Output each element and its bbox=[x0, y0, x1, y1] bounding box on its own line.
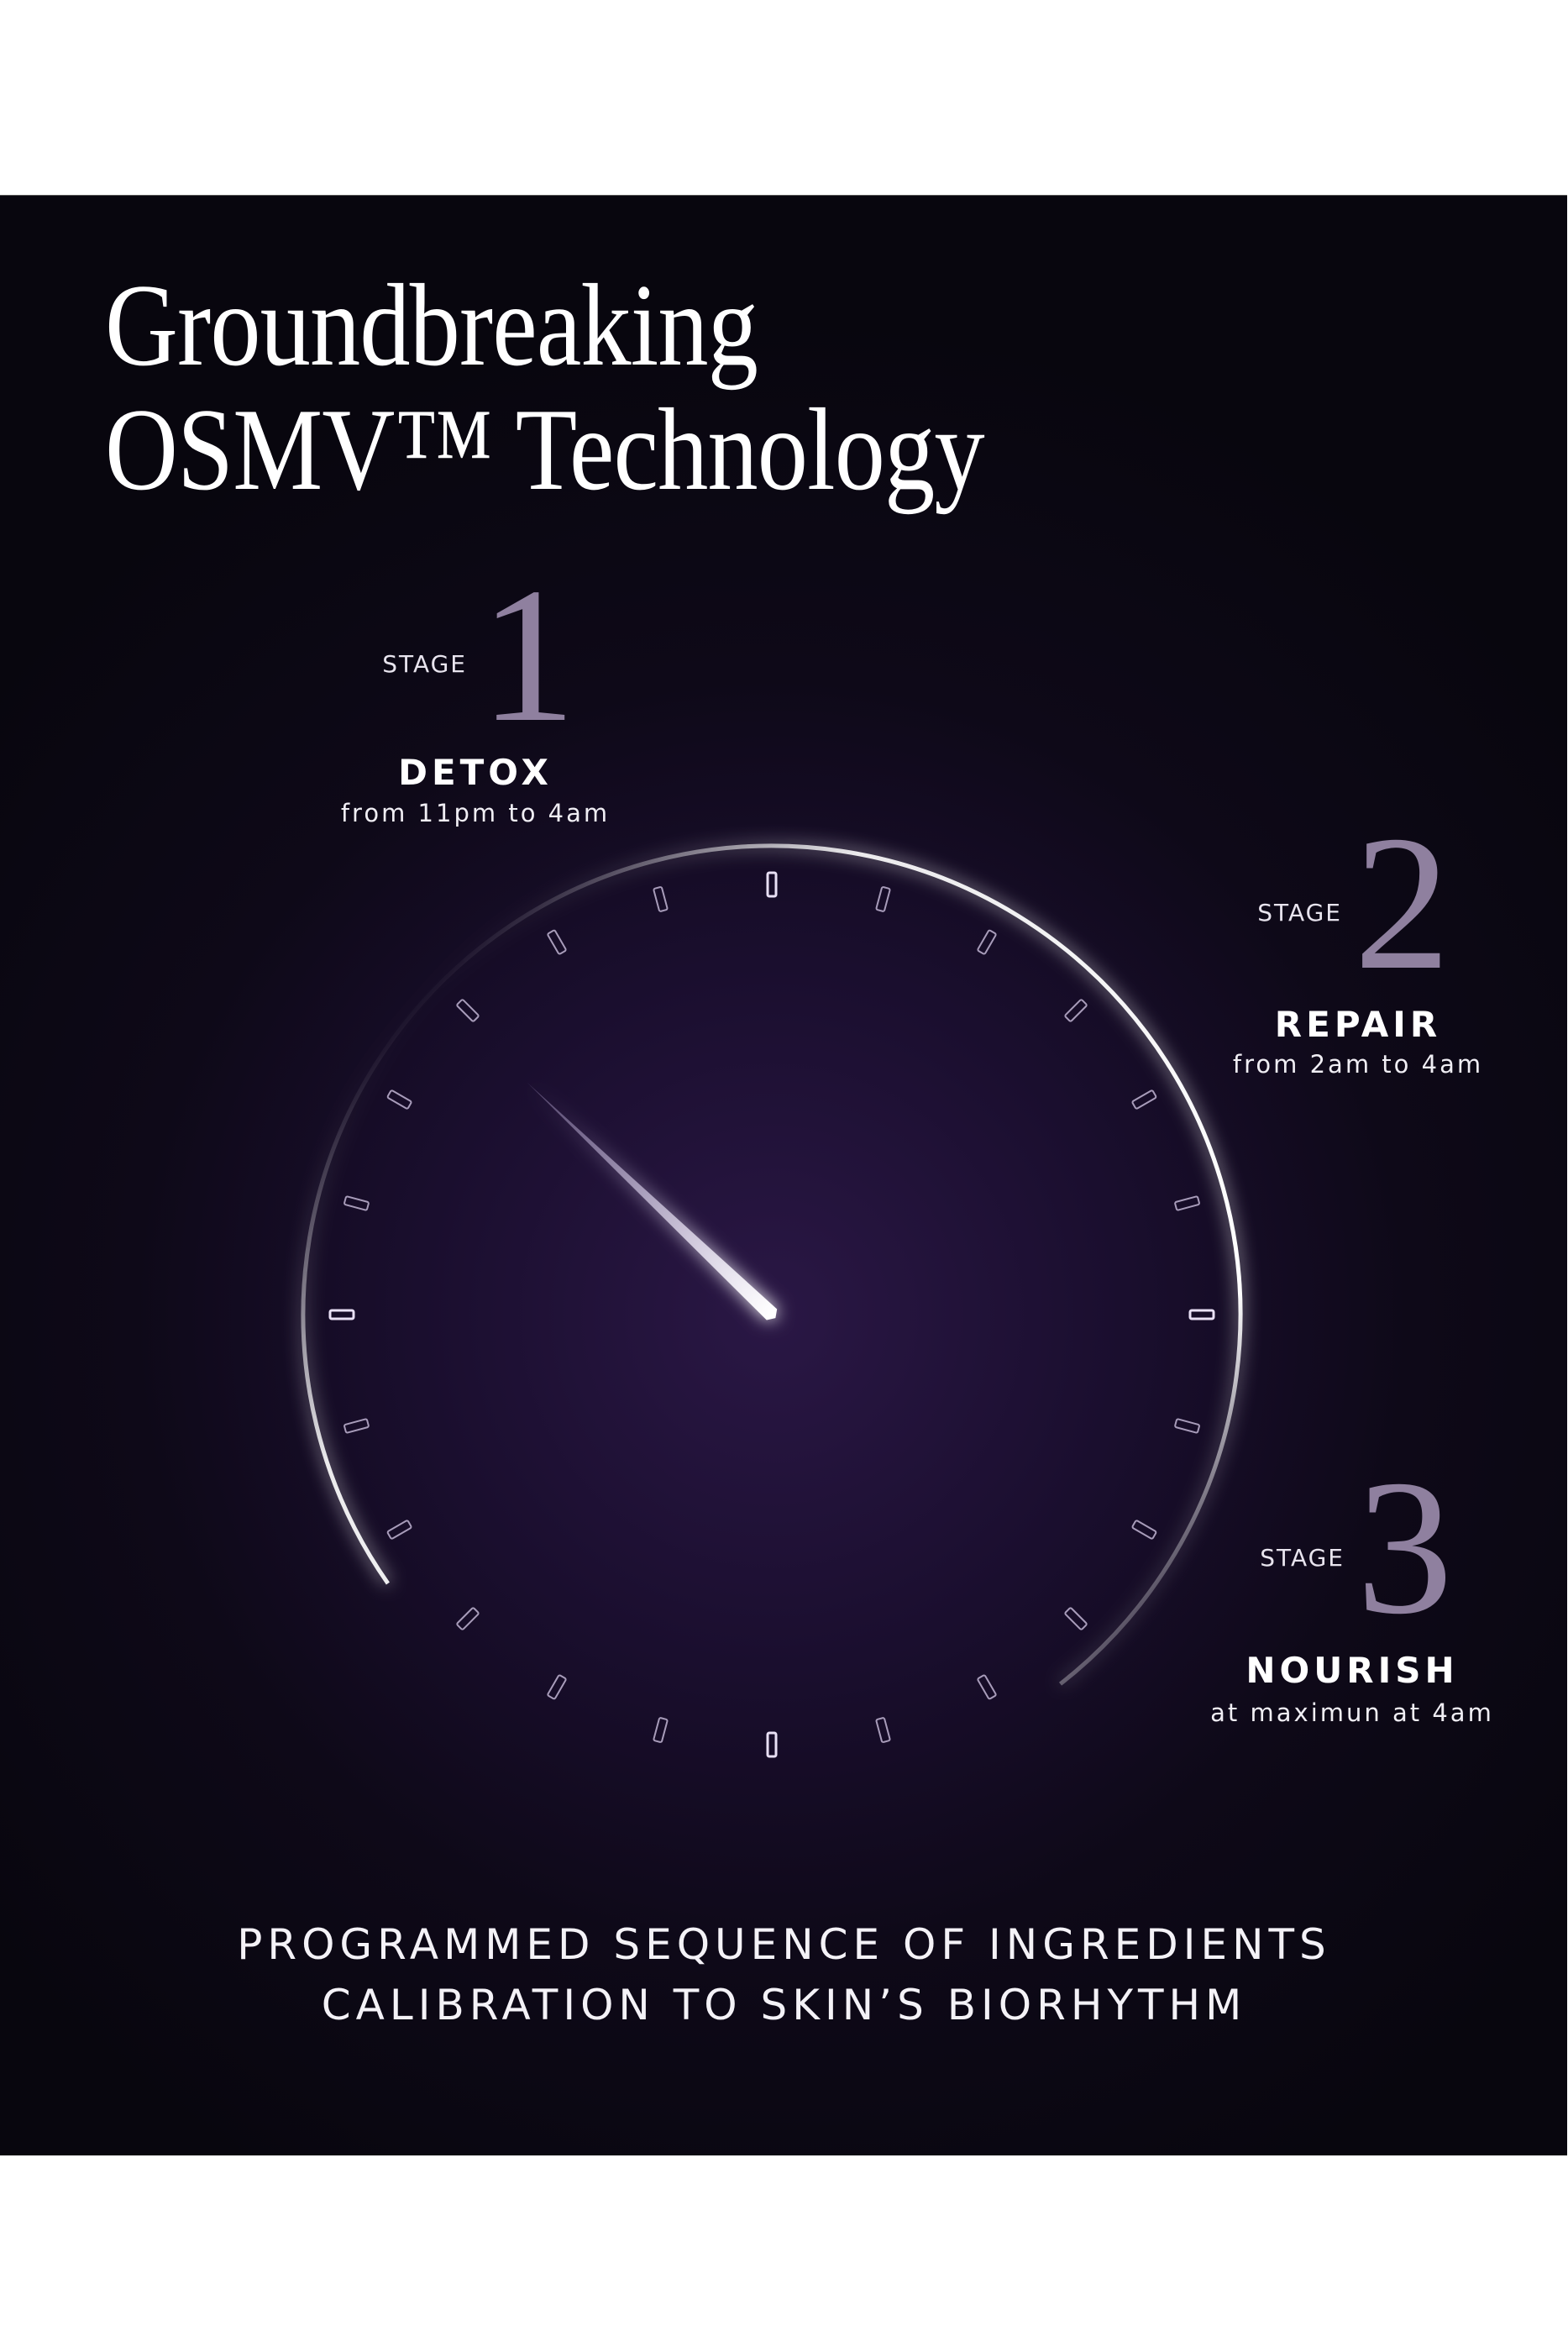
dial-tick bbox=[977, 929, 997, 955]
dial-arc bbox=[301, 843, 1243, 1686]
stage-2-name: REPAIR bbox=[1274, 1004, 1442, 1045]
dial-tick bbox=[1131, 1520, 1157, 1540]
dial-tick bbox=[1064, 1607, 1088, 1630]
dial-tick bbox=[456, 1607, 480, 1630]
stage-1-time: from 11pm to 4am bbox=[340, 799, 611, 827]
dial-tick bbox=[1174, 1195, 1200, 1211]
stage-1-number: 1 bbox=[480, 548, 576, 762]
stage-2-number: 2 bbox=[1354, 795, 1450, 1010]
tagline-line-2: CALIBRATION TO SKIN’S BIORHYTHM bbox=[321, 1981, 1247, 2029]
stage-2-time: from 2am to 4am bbox=[1232, 1050, 1484, 1079]
dial-tick bbox=[547, 929, 567, 955]
tagline-line-1: PROGRAMMED SEQUENCE OF INGREDIENTS bbox=[237, 1920, 1331, 1969]
dial-tick bbox=[766, 1731, 778, 1758]
stage-3-label: STAGE bbox=[1260, 1544, 1345, 1572]
dial-tick bbox=[386, 1089, 412, 1110]
dial-tick bbox=[1174, 1418, 1200, 1434]
stage-2-label: STAGE bbox=[1257, 899, 1342, 927]
dial-tick bbox=[328, 1309, 355, 1320]
dial-tick bbox=[875, 886, 891, 912]
dial-tick bbox=[1064, 999, 1088, 1022]
stage-3-name: NOURISH bbox=[1245, 1650, 1459, 1691]
heading-line-2: OSMV™ Technology bbox=[105, 385, 985, 515]
dial-tick bbox=[343, 1195, 370, 1211]
dial-tick bbox=[653, 1717, 669, 1743]
dial-tick bbox=[766, 871, 778, 898]
dial-tick bbox=[456, 999, 480, 1022]
hero-panel bbox=[0, 195, 1567, 2155]
dial-tick bbox=[386, 1520, 412, 1540]
dial-tick bbox=[1188, 1309, 1215, 1320]
stage-1-name: DETOX bbox=[398, 752, 553, 793]
dial-ticks bbox=[328, 871, 1215, 1758]
stage-3-time: at maximun at 4am bbox=[1210, 1698, 1494, 1727]
dial-tick bbox=[653, 886, 669, 912]
dial-tick bbox=[875, 1717, 891, 1743]
dial-tick bbox=[977, 1674, 997, 1700]
dial-tick bbox=[343, 1418, 370, 1434]
heading-line-1: Groundbreaking bbox=[105, 260, 758, 391]
dial-tick bbox=[1131, 1089, 1157, 1110]
stage-1-label: STAGE bbox=[382, 650, 467, 678]
dial-needle bbox=[527, 1083, 778, 1320]
dial-tick bbox=[547, 1674, 567, 1700]
stage-3-number: 3 bbox=[1356, 1440, 1453, 1654]
